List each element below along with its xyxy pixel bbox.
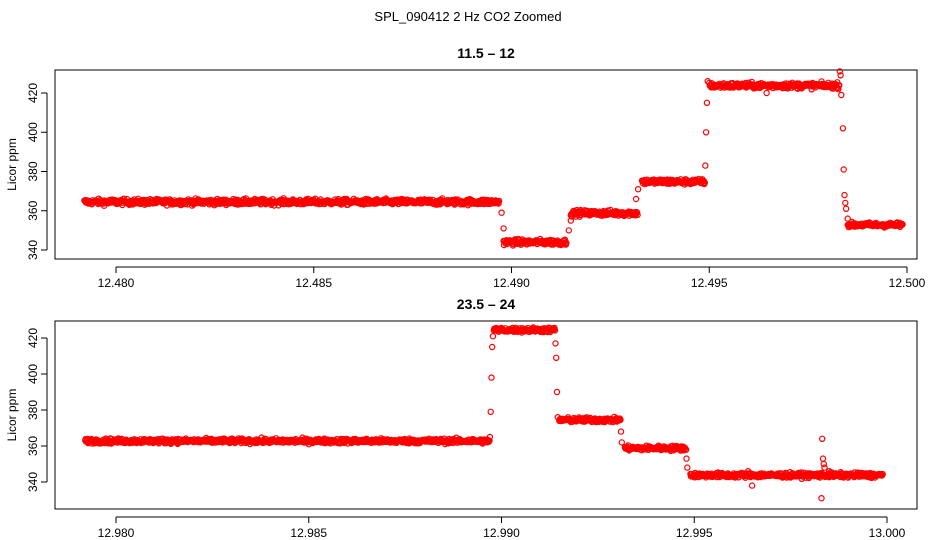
data-point bbox=[617, 416, 624, 423]
data-point bbox=[836, 68, 844, 75]
data-point bbox=[820, 460, 828, 468]
data-point bbox=[551, 327, 559, 334]
panel-title: 23.5 – 24 bbox=[457, 296, 516, 312]
data-points bbox=[81, 324, 886, 502]
x-tick-label: 12.985 bbox=[290, 526, 327, 540]
data-point bbox=[704, 77, 711, 85]
x-tick-label: 12.980 bbox=[98, 526, 135, 540]
x-tick-label: 12.990 bbox=[483, 526, 520, 540]
data-point bbox=[682, 446, 690, 453]
data-point bbox=[486, 437, 493, 444]
data-point bbox=[826, 468, 833, 475]
data-point bbox=[841, 191, 848, 199]
x-tick-label: 12.500 bbox=[889, 276, 926, 290]
data-point bbox=[844, 215, 851, 222]
data-point bbox=[298, 200, 305, 208]
y-axis-label: Licor ppm bbox=[5, 389, 19, 442]
data-point bbox=[856, 469, 864, 477]
data-point bbox=[500, 225, 507, 232]
data-point bbox=[634, 211, 641, 219]
data-point bbox=[842, 205, 850, 212]
data-point bbox=[745, 468, 752, 475]
data-point bbox=[489, 343, 496, 351]
data-point bbox=[551, 324, 558, 332]
y-tick-label: 380 bbox=[26, 400, 40, 420]
y-tick-label: 360 bbox=[26, 436, 40, 456]
panel-1: 11.5 – 12 Licor ppm 12.480 12.485 12.490 12.4… bbox=[5, 45, 926, 290]
data-point bbox=[836, 82, 843, 89]
data-point bbox=[839, 125, 847, 132]
panel-title: 11.5 – 12 bbox=[457, 45, 515, 61]
data-point bbox=[567, 217, 575, 224]
data-point bbox=[488, 374, 495, 381]
x-tick-label: 12.480 bbox=[98, 276, 135, 290]
y-tick-label: 360 bbox=[26, 200, 40, 220]
data-point bbox=[879, 470, 886, 478]
data-point bbox=[495, 197, 503, 205]
y-tick-label: 340 bbox=[26, 472, 40, 492]
data-point bbox=[701, 179, 709, 186]
data-point bbox=[684, 464, 691, 471]
data-point bbox=[487, 408, 494, 415]
data-point bbox=[748, 482, 756, 489]
data-point bbox=[498, 209, 505, 216]
data-points bbox=[81, 68, 906, 249]
data-point bbox=[633, 209, 641, 216]
data-point bbox=[703, 99, 711, 107]
data-point bbox=[683, 455, 690, 462]
data-point bbox=[486, 433, 494, 441]
figure-title: SPL_090412 2 Hz CO2 Zoomed bbox=[374, 9, 562, 24]
y-tick-label: 420 bbox=[26, 83, 40, 103]
y-tick-label: 380 bbox=[26, 161, 40, 181]
data-point bbox=[634, 185, 642, 193]
x-tick-label: 13.000 bbox=[869, 526, 906, 540]
x-tick-label: 12.490 bbox=[493, 276, 530, 290]
data-point bbox=[763, 89, 770, 97]
data-point bbox=[702, 162, 709, 169]
panel-2: 23.5 – 24 Licor ppm 12.980 12.985 12.990 12.9… bbox=[5, 296, 918, 540]
y-axis-label: Licor ppm bbox=[5, 138, 19, 191]
data-point bbox=[842, 199, 849, 207]
data-point bbox=[554, 414, 562, 421]
data-point bbox=[553, 388, 561, 396]
data-point bbox=[899, 221, 906, 228]
x-tick-label: 12.485 bbox=[295, 276, 332, 290]
plot-frame bbox=[54, 320, 918, 510]
data-point bbox=[553, 354, 560, 361]
data-point bbox=[495, 200, 502, 207]
data-point bbox=[563, 239, 570, 246]
data-point bbox=[821, 464, 828, 471]
data-point bbox=[617, 428, 625, 435]
data-point bbox=[838, 91, 845, 99]
data-point bbox=[565, 227, 573, 234]
data-point bbox=[819, 435, 826, 442]
y-tick-label: 340 bbox=[26, 240, 40, 260]
data-point bbox=[819, 455, 827, 462]
y-tick-label: 420 bbox=[26, 328, 40, 348]
data-point bbox=[618, 439, 626, 446]
x-tick-label: 12.495 bbox=[691, 276, 728, 290]
data-point bbox=[818, 495, 825, 502]
data-point bbox=[552, 340, 559, 347]
data-point bbox=[489, 333, 497, 340]
data-point bbox=[835, 85, 842, 93]
y-tick-label: 400 bbox=[26, 122, 40, 142]
data-point bbox=[840, 166, 847, 173]
data-point bbox=[702, 129, 710, 136]
x-tick-label: 12.995 bbox=[676, 526, 713, 540]
data-point bbox=[632, 195, 640, 203]
data-point bbox=[837, 72, 844, 79]
plot-frame bbox=[54, 69, 918, 260]
y-tick-label: 400 bbox=[26, 364, 40, 384]
